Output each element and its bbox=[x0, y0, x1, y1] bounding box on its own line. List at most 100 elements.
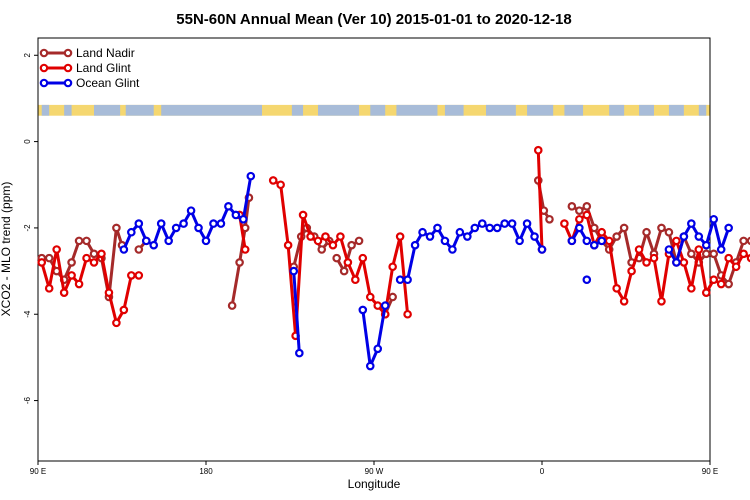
data-point-ocean-glint bbox=[127, 227, 136, 237]
land-mask-ocean bbox=[370, 104, 386, 116]
data-point-land-glint bbox=[612, 284, 621, 293]
legend-marker-land-nadir bbox=[63, 48, 73, 58]
data-point-land-glint bbox=[560, 219, 569, 228]
data-point-land-glint bbox=[321, 232, 330, 241]
data-point-ocean-glint bbox=[289, 266, 299, 276]
data-point-land-nadir bbox=[227, 301, 237, 310]
x-tick-label: 90 E bbox=[30, 467, 46, 476]
data-point-ocean-glint bbox=[295, 348, 304, 358]
land-mask-ocean bbox=[64, 104, 72, 116]
data-point-land-glint bbox=[37, 258, 47, 267]
data-point-ocean-glint bbox=[672, 258, 681, 267]
data-point-ocean-glint bbox=[477, 219, 487, 228]
data-point-land-nadir bbox=[317, 245, 327, 254]
data-point-land-glint bbox=[746, 253, 750, 263]
data-point-land-glint bbox=[731, 262, 741, 272]
land-mask-strip bbox=[38, 104, 710, 116]
data-point-land-nadir bbox=[575, 206, 584, 215]
data-point-ocean-glint bbox=[410, 240, 420, 250]
data-point-land-glint bbox=[276, 180, 285, 190]
data-point-ocean-glint bbox=[582, 236, 592, 246]
data-point-land-glint bbox=[44, 284, 54, 293]
data-point-land-nadir bbox=[739, 236, 748, 246]
y-tick-label: 2 bbox=[23, 52, 32, 57]
land-mask-ocean bbox=[609, 104, 625, 116]
data-point-ocean-glint bbox=[530, 232, 539, 241]
data-point-ocean-glint bbox=[701, 240, 711, 250]
legend-label-ocean-glint: Ocean Glint bbox=[76, 76, 140, 90]
data-point-land-nadir bbox=[112, 223, 121, 233]
series-line-ocean-glint bbox=[361, 305, 387, 368]
data-point-land-glint bbox=[97, 249, 106, 259]
data-point-land-nadir bbox=[74, 236, 84, 246]
land-mask-ocean bbox=[41, 104, 50, 116]
data-point-land-glint bbox=[343, 258, 353, 267]
land-mask-ocean bbox=[125, 104, 154, 116]
y-tick-label: -4 bbox=[23, 310, 32, 318]
data-point-land-glint bbox=[679, 258, 689, 267]
land-mask-ocean bbox=[698, 104, 707, 116]
data-point-land-nadir bbox=[388, 292, 397, 302]
y-tick-label: -6 bbox=[23, 396, 32, 404]
data-point-ocean-glint bbox=[239, 214, 248, 224]
data-point-land-glint bbox=[240, 245, 250, 254]
x-tick-label: 90 E bbox=[702, 467, 718, 476]
data-point-ocean-glint bbox=[149, 240, 159, 250]
data-point-ocean-glint bbox=[716, 245, 726, 254]
data-point-land-glint bbox=[74, 279, 84, 289]
data-point-land-glint bbox=[649, 253, 659, 263]
land-mask-ocean bbox=[486, 104, 516, 116]
land-mask-ocean bbox=[564, 104, 584, 116]
legend-label-land-nadir: Land Nadir bbox=[76, 46, 135, 60]
data-point-land-glint bbox=[59, 288, 69, 297]
data-point-ocean-glint bbox=[179, 219, 188, 228]
data-point-land-glint bbox=[388, 262, 397, 272]
data-point-land-glint bbox=[104, 288, 114, 297]
data-point-ocean-glint bbox=[709, 214, 719, 224]
chart-title: 55N-60N Annual Mean (Ver 10) 2015-01-01 … bbox=[176, 11, 571, 28]
data-point-land-glint bbox=[672, 236, 681, 246]
data-point-land-glint bbox=[313, 236, 323, 246]
data-point-land-glint bbox=[112, 318, 121, 328]
data-point-land-glint bbox=[373, 301, 383, 310]
data-point-land-nadir bbox=[567, 202, 577, 211]
data-point-ocean-glint bbox=[470, 223, 480, 233]
data-point-land-nadir bbox=[332, 253, 341, 263]
y-tick-label: 0 bbox=[23, 139, 32, 144]
data-point-land-nadir bbox=[612, 232, 621, 241]
data-point-land-glint bbox=[89, 258, 99, 267]
data-point-ocean-glint bbox=[679, 232, 689, 241]
data-point-land-glint bbox=[694, 245, 704, 254]
data-point-land-nadir bbox=[134, 245, 144, 254]
data-point-land-glint bbox=[716, 279, 726, 289]
data-point-land-glint bbox=[533, 145, 543, 155]
data-point-land-nadir bbox=[619, 223, 629, 233]
data-point-land-nadir bbox=[582, 202, 592, 211]
data-point-ocean-glint bbox=[164, 236, 173, 246]
data-point-ocean-glint bbox=[515, 236, 524, 246]
data-point-land-glint bbox=[365, 292, 375, 302]
data-point-ocean-glint bbox=[403, 275, 412, 285]
data-point-ocean-glint bbox=[209, 219, 218, 228]
data-point-ocean-glint bbox=[575, 223, 584, 233]
land-mask-ocean bbox=[639, 104, 654, 116]
data-point-ocean-glint bbox=[231, 210, 241, 220]
data-point-ocean-glint bbox=[156, 219, 166, 228]
data-point-land-glint bbox=[67, 271, 76, 280]
data-point-land-glint bbox=[687, 284, 696, 293]
data-point-ocean-glint bbox=[567, 236, 577, 246]
data-point-ocean-glint bbox=[224, 202, 233, 211]
data-point-ocean-glint bbox=[119, 245, 129, 254]
data-point-land-glint bbox=[709, 275, 719, 285]
data-point-land-glint bbox=[597, 227, 607, 237]
data-point-ocean-glint bbox=[687, 219, 696, 228]
data-point-ocean-glint bbox=[440, 236, 450, 246]
legend-marker-ocean-glint bbox=[39, 78, 49, 88]
data-point-ocean-glint bbox=[694, 232, 704, 241]
data-point-land-glint bbox=[627, 266, 636, 276]
data-point-land-glint bbox=[351, 275, 360, 285]
data-point-ocean-glint bbox=[582, 275, 592, 285]
data-point-land-nadir bbox=[347, 240, 356, 250]
